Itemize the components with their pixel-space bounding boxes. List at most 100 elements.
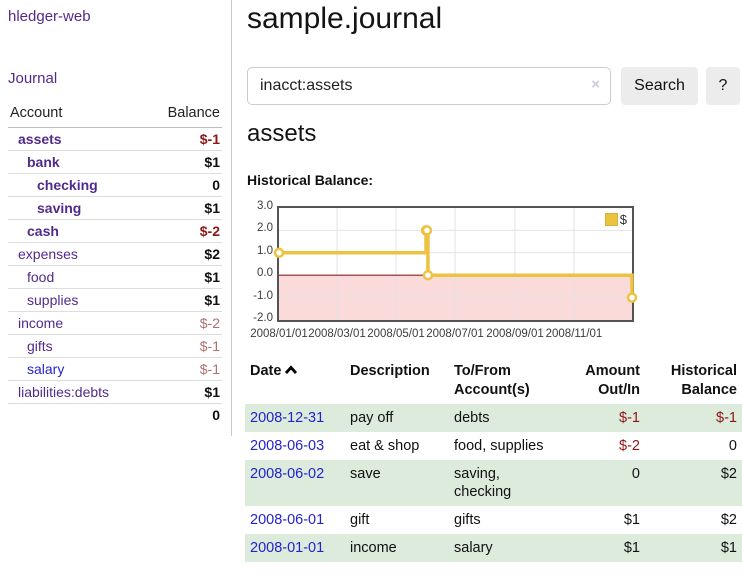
y-axis-tick-label: -1.0 bbox=[253, 289, 273, 302]
account-balance: $-1 bbox=[146, 334, 222, 358]
account-heading: assets bbox=[247, 120, 317, 147]
account-row: checking 0 bbox=[8, 173, 222, 197]
account-link-expenses[interactable]: expenses bbox=[18, 246, 78, 262]
transaction-date-link[interactable]: 2008-06-01 bbox=[250, 512, 325, 528]
transaction-balance: $-1 bbox=[716, 410, 737, 426]
search-input[interactable] bbox=[247, 67, 611, 105]
account-link-supplies[interactable]: supplies bbox=[27, 292, 79, 308]
register-row: 2008-06-02 save saving, checking 0 $2 bbox=[245, 460, 742, 506]
account-row: gifts $-1 bbox=[8, 334, 222, 358]
account-row: cash $-2 bbox=[8, 219, 222, 243]
transaction-amount: $-1 bbox=[619, 410, 640, 426]
accounts-total-value: 0 bbox=[146, 403, 222, 426]
transaction-amount: $1 bbox=[623, 540, 640, 556]
register-header-description: Description bbox=[350, 363, 430, 379]
brand-link[interactable]: hledger-web bbox=[8, 8, 91, 25]
help-button[interactable]: ? bbox=[706, 67, 740, 105]
account-link-food[interactable]: food bbox=[27, 269, 55, 285]
sidebar-item-journal[interactable]: Journal bbox=[8, 70, 58, 87]
transaction-balance: $2 bbox=[720, 466, 737, 482]
transaction-description: save bbox=[350, 466, 381, 482]
transaction-amount: 0 bbox=[631, 466, 640, 482]
chart-title: Historical Balance: bbox=[247, 172, 374, 188]
account-link-bank[interactable]: bank bbox=[27, 154, 60, 170]
legend-label: $ bbox=[619, 212, 627, 227]
accounts-table: Account Balance assets $-1 bank $1 check… bbox=[8, 100, 222, 426]
account-link-saving[interactable]: saving bbox=[37, 200, 82, 216]
accounts-header-account: Account bbox=[8, 100, 147, 128]
account-link-cash[interactable]: cash bbox=[27, 223, 59, 239]
account-balance: $-1 bbox=[146, 357, 222, 381]
register-header-accounts: To/From Account(s) bbox=[454, 363, 530, 398]
transaction-description: income bbox=[350, 540, 397, 556]
account-row: income $-2 bbox=[8, 311, 222, 335]
y-axis-tick-label: 1.0 bbox=[257, 244, 273, 257]
transaction-accounts: food, supplies bbox=[454, 438, 544, 454]
chevron-up-icon bbox=[285, 365, 298, 374]
account-row: food $1 bbox=[8, 265, 222, 289]
y-axis-tick-label: -2.0 bbox=[253, 312, 273, 324]
transaction-description: eat & shop bbox=[350, 438, 420, 454]
account-balance: $1 bbox=[146, 288, 222, 312]
account-link-assets[interactable]: assets bbox=[18, 131, 62, 147]
legend-swatch-icon bbox=[604, 213, 618, 226]
account-link-salary[interactable]: salary bbox=[27, 361, 65, 377]
data-point-marker bbox=[422, 269, 434, 281]
account-row: expenses $2 bbox=[8, 242, 222, 266]
y-axis-tick-label: 3.0 bbox=[257, 200, 273, 212]
transaction-date-link[interactable]: 2008-12-31 bbox=[250, 410, 325, 426]
account-balance: $-2 bbox=[146, 219, 222, 243]
x-axis-tick-label: 2008/05/01 bbox=[367, 328, 425, 340]
x-axis-tick-label: 2008/03/01 bbox=[308, 328, 366, 340]
y-axis-tick-label: 2.0 bbox=[257, 222, 273, 235]
search-bar: × Search ? bbox=[247, 67, 742, 105]
account-row: liabilities:debts $1 bbox=[8, 380, 222, 404]
register-header-amount: Amount Out/In bbox=[585, 363, 640, 398]
account-balance: $1 bbox=[146, 196, 222, 220]
x-axis-tick-label: 2008/09/01 bbox=[486, 328, 544, 340]
account-link-income[interactable]: income bbox=[18, 315, 64, 331]
search-button[interactable]: Search bbox=[621, 67, 698, 105]
register-row: 2008-01-01 income salary $1 $1 bbox=[245, 534, 742, 562]
chart-legend: $ bbox=[604, 212, 627, 227]
account-link-checking[interactable]: checking bbox=[37, 177, 98, 193]
data-point-marker bbox=[273, 247, 285, 259]
sidebar: hledger-web Journal Account Balance asse… bbox=[0, 0, 231, 582]
transaction-date-link[interactable]: 2008-06-02 bbox=[250, 466, 325, 482]
account-balance: $-2 bbox=[146, 311, 222, 335]
transaction-accounts: debts bbox=[454, 410, 490, 426]
data-point-marker bbox=[421, 225, 433, 236]
account-row: bank $1 bbox=[8, 150, 222, 174]
main-content: sample.journal × Search ? assets Histori… bbox=[245, 0, 742, 582]
x-axis-tick-label: 2008/01/01 bbox=[250, 328, 308, 340]
chart-plot-area: $ bbox=[273, 206, 638, 322]
accounts-total-row: 0 bbox=[8, 403, 222, 426]
sidebar-divider bbox=[231, 0, 232, 436]
register-header-balance: Historical Balance bbox=[670, 363, 737, 398]
transaction-date-link[interactable]: 2008-01-01 bbox=[250, 540, 325, 556]
transaction-balance: $2 bbox=[720, 512, 737, 528]
transaction-date-link[interactable]: 2008-06-03 bbox=[250, 438, 325, 454]
account-balance: 0 bbox=[146, 173, 222, 197]
y-axis-tick-label: 0.0 bbox=[257, 267, 273, 280]
account-row: saving $1 bbox=[8, 196, 222, 220]
clear-search-icon[interactable]: × bbox=[591, 76, 600, 93]
transaction-accounts: gifts bbox=[454, 512, 481, 528]
register-table: Date Description To/From Account(s) Amou… bbox=[245, 358, 742, 562]
account-link-gifts[interactable]: gifts bbox=[27, 338, 53, 354]
account-row: assets $-1 bbox=[8, 127, 222, 151]
accounts-header-balance: Balance bbox=[146, 100, 222, 128]
page-title: sample.journal bbox=[247, 2, 443, 35]
account-balance: $1 bbox=[146, 265, 222, 289]
register-header-date[interactable]: Date bbox=[245, 358, 345, 404]
register-row: 2008-06-01 gift gifts $1 $2 bbox=[245, 506, 742, 534]
transaction-amount: $1 bbox=[623, 512, 640, 528]
account-balance: $1 bbox=[146, 150, 222, 174]
register-row: 2008-06-03 eat & shop food, supplies $-2… bbox=[245, 432, 742, 460]
transaction-description: gift bbox=[350, 512, 370, 528]
x-axis-tick-label: 2008/11/01 bbox=[545, 328, 603, 340]
transaction-accounts: saving, checking bbox=[454, 466, 512, 500]
account-row: salary $-1 bbox=[8, 357, 222, 381]
account-link-liabilities-debts[interactable]: liabilities:debts bbox=[18, 384, 110, 400]
account-balance: $2 bbox=[146, 242, 222, 266]
